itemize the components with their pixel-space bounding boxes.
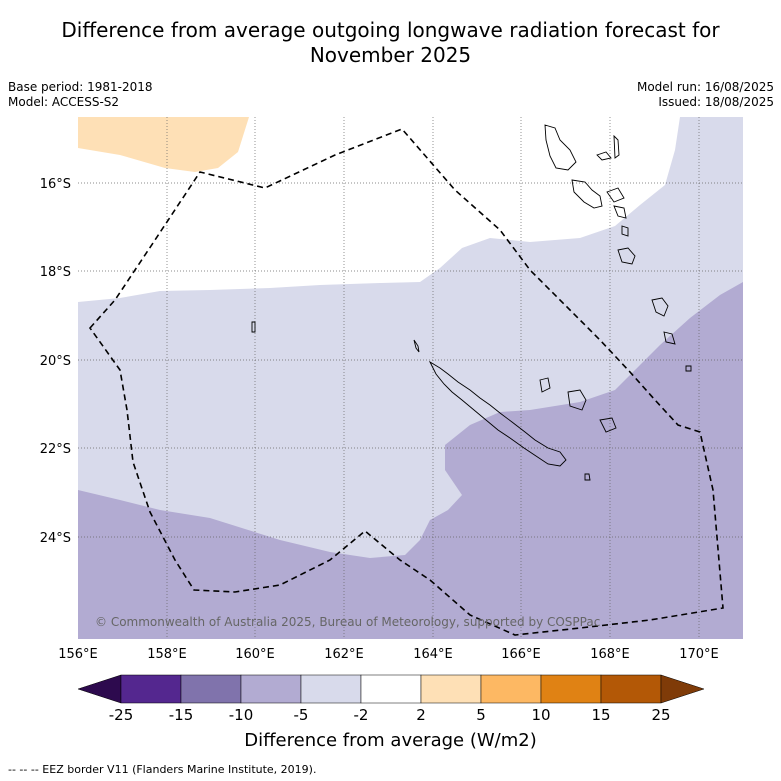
belep-islands: [413, 339, 420, 353]
lon-label-166: 166°E: [501, 647, 541, 662]
map-title: Difference from average outgoing longwav…: [0, 18, 781, 68]
lon-label-158: 158°E: [147, 647, 187, 662]
cb-tick-8: 15: [591, 706, 610, 724]
colorbar-bin-1: [120, 674, 182, 704]
map-area: © Commonwealth of Australia 2025, Bureau…: [78, 117, 743, 639]
meta-left: Base period: 1981-2018 Model: ACCESS-S2: [8, 80, 153, 110]
cb-tick-7: 10: [531, 706, 550, 724]
new-caledonia-island: [428, 360, 567, 467]
model-run: Model run: 16/08/2025: [636, 80, 774, 94]
title-line-1: Difference from average outgoing longwav…: [61, 18, 720, 42]
cb-tick-9: 25: [651, 706, 670, 724]
copyright-notice: © Commonwealth of Australia 2025, Bureau…: [95, 615, 600, 629]
eez-footnote: -- -- -- EEZ border V11 (Flanders Marine…: [8, 763, 317, 776]
base-period: Base period: 1981-2018: [8, 80, 153, 94]
colorbar-bin-7: [480, 674, 542, 704]
cb-tick-5: 2: [416, 706, 426, 724]
lat-label-20s: 20°S: [40, 354, 71, 369]
colorbar: -25 -15 -10 -5 -2 2 5 10 15 25: [77, 674, 705, 724]
anomaly-region-orange: [78, 117, 249, 172]
issued-date: Issued: 18/08/2025: [658, 95, 774, 109]
cb-tick-4: -2: [354, 706, 369, 724]
colorbar-title: Difference from average (W/m2): [244, 730, 537, 751]
lon-label-168: 168°E: [590, 647, 630, 662]
gridlines: [78, 117, 743, 639]
cb-tick-6: 5: [476, 706, 486, 724]
cb-tick-0: -25: [109, 706, 134, 724]
loyalty-islands: [539, 377, 617, 433]
lon-label-156: 156°E: [58, 647, 98, 662]
model-name: Model: ACCESS-S2: [8, 95, 120, 109]
eez-border: [88, 128, 724, 636]
small-islet: [584, 473, 591, 481]
lon-label-162: 162°E: [324, 647, 364, 662]
colorbar-bin-3: [240, 674, 302, 704]
lat-label-22s: 22°S: [40, 442, 71, 457]
colorbar-bin-9: [600, 674, 662, 704]
colorbar-bin-8: [540, 674, 602, 704]
cb-tick-1: -15: [169, 706, 194, 724]
colorbar-bin-2: [180, 674, 242, 704]
lon-tick-labels: 156°E 158°E 160°E 162°E 164°E 166°E 168°…: [58, 647, 719, 662]
lat-label-18s: 18°S: [40, 265, 71, 280]
vanuatu-islands: [544, 124, 692, 372]
colorbar-extend-low: [77, 674, 122, 704]
chesterfield-islets: [251, 321, 256, 333]
lon-label-164: 164°E: [413, 647, 453, 662]
meta-right: Model run: 16/08/2025 Issued: 18/08/2025: [637, 80, 774, 110]
lon-label-160: 160°E: [235, 647, 275, 662]
lat-label-16s: 16°S: [40, 177, 71, 192]
colorbar-bin-4: [300, 674, 362, 704]
title-line-2: November 2025: [309, 43, 472, 67]
lat-tick-labels: 16°S 18°S 20°S 22°S 24°S: [40, 177, 71, 546]
lon-label-170: 170°E: [679, 647, 719, 662]
anomaly-region-medium: [78, 282, 743, 639]
colorbar-bin-6: [420, 674, 482, 704]
cb-tick-3: -5: [294, 706, 309, 724]
lat-label-24s: 24°S: [40, 531, 71, 546]
colorbar-extend-high: [660, 674, 705, 704]
cb-tick-2: -10: [229, 706, 254, 724]
colorbar-bin-5: [360, 674, 422, 704]
